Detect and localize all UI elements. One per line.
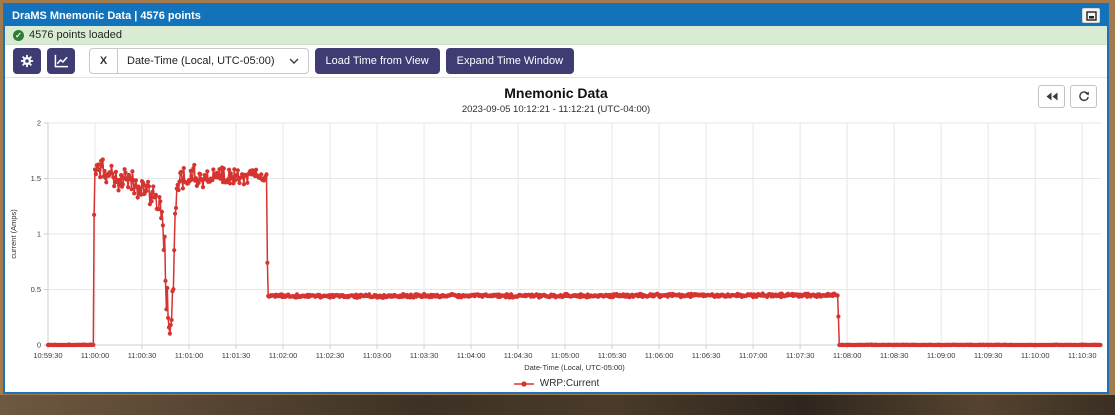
svg-text:11:09:30: 11:09:30 [974, 351, 1003, 360]
legend-label: WRP:Current [539, 378, 600, 389]
svg-text:11:06:00: 11:06:00 [645, 351, 674, 360]
svg-text:11:07:30: 11:07:30 [786, 351, 815, 360]
svg-text:11:02:30: 11:02:30 [316, 351, 345, 360]
settings-button[interactable] [13, 48, 41, 74]
svg-text:11:10:30: 11:10:30 [1068, 351, 1097, 360]
fast-backward-icon [1046, 92, 1057, 101]
svg-text:11:03:30: 11:03:30 [410, 351, 439, 360]
svg-text:Date-Time (Local, UTC-05:00): Date-Time (Local, UTC-05:00) [524, 363, 625, 372]
x-axis-selector-group: X Date-Time (Local, UTC-05:00) [89, 48, 309, 74]
svg-text:11:10:00: 11:10:00 [1021, 351, 1050, 360]
expand-time-window-button[interactable]: Expand Time Window [445, 48, 575, 74]
app-window: DraMS Mnemonic Data | 4576 points ✓ 4576… [3, 3, 1109, 394]
svg-text:0.5: 0.5 [31, 285, 41, 294]
svg-text:11:04:30: 11:04:30 [504, 351, 533, 360]
desktop-background-strip [0, 395, 1115, 415]
chevron-down-icon [289, 58, 299, 64]
datetime-dropdown[interactable]: Date-Time (Local, UTC-05:00) [117, 48, 309, 74]
legend-marker [513, 380, 534, 387]
svg-text:1.5: 1.5 [31, 174, 41, 183]
reset-icon [1078, 90, 1089, 101]
popout-window-icon [1085, 10, 1097, 21]
chart-controls [1038, 85, 1097, 108]
chart-type-button[interactable] [47, 48, 75, 74]
datetime-dropdown-value: Date-Time (Local, UTC-05:00) [127, 55, 275, 67]
svg-text:11:01:30: 11:01:30 [222, 351, 251, 360]
svg-text:11:07:00: 11:07:00 [739, 351, 768, 360]
svg-text:11:01:00: 11:01:00 [175, 351, 204, 360]
status-bar: ✓ 4576 points loaded [5, 26, 1107, 45]
window-title: DraMS Mnemonic Data | 4576 points [12, 9, 201, 22]
toolbar: X Date-Time (Local, UTC-05:00) Load Time… [5, 45, 1107, 78]
load-time-from-view-button[interactable]: Load Time from View [314, 48, 440, 74]
chart-title: Mnemonic Data [504, 85, 608, 101]
svg-text:2: 2 [37, 119, 41, 128]
svg-text:11:08:00: 11:08:00 [833, 351, 862, 360]
svg-text:11:03:00: 11:03:00 [363, 351, 392, 360]
gear-icon [20, 54, 34, 68]
svg-text:10:59:30: 10:59:30 [33, 351, 62, 360]
svg-text:11:05:00: 11:05:00 [551, 351, 580, 360]
svg-text:11:08:30: 11:08:30 [880, 351, 909, 360]
window-titlebar: DraMS Mnemonic Data | 4576 points [5, 5, 1107, 26]
rewind-button[interactable] [1038, 85, 1065, 108]
svg-text:11:02:00: 11:02:00 [269, 351, 298, 360]
status-message: 4576 points loaded [29, 29, 122, 41]
line-chart-icon [54, 54, 68, 68]
svg-text:0: 0 [37, 341, 41, 350]
popout-window-button[interactable] [1082, 8, 1100, 23]
legend-item-wrp-current[interactable]: WRP:Current [5, 378, 1107, 389]
svg-text:11:06:30: 11:06:30 [692, 351, 721, 360]
plot-canvas[interactable]: 10:59:30 11:00:00 11:00:30 11:01:00 11:01:30… [6, 117, 1106, 381]
chart-subtitle: 2023-09-05 10:12:21 - 11:12:21 (UTC-04:0… [461, 104, 651, 115]
svg-text:11:04:00: 11:04:00 [457, 351, 486, 360]
svg-text:1: 1 [37, 230, 41, 239]
check-circle-icon: ✓ [13, 29, 24, 41]
x-axis-label: X [89, 48, 117, 74]
chart-area: Mnemonic Data 2023-09-05 10:12:21 - 11:1… [5, 78, 1107, 392]
reset-button[interactable] [1070, 85, 1097, 108]
svg-text:11:00:00: 11:00:00 [81, 351, 110, 360]
svg-text:11:09:00: 11:09:00 [927, 351, 956, 360]
svg-text:11:05:30: 11:05:30 [598, 351, 627, 360]
svg-text:current (Amps): current (Amps) [9, 209, 18, 259]
svg-text:11:00:30: 11:00:30 [128, 351, 157, 360]
